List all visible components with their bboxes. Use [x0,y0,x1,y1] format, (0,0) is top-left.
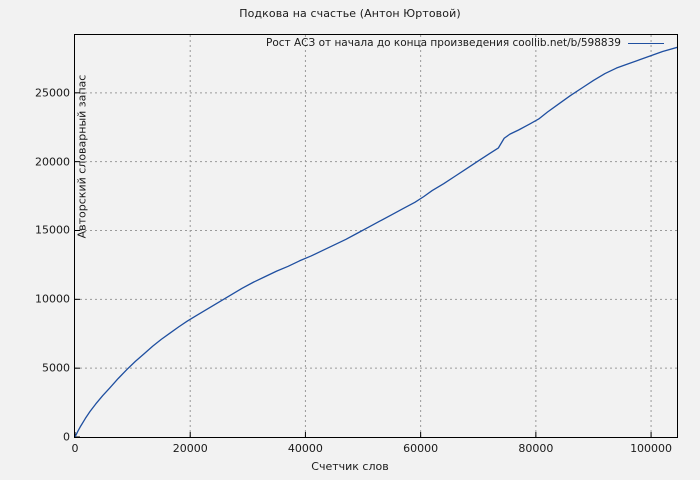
y-tick-label: 15000 [35,223,70,237]
y-tick-label: 20000 [35,155,70,169]
y-tick-label: 0 [63,430,70,444]
data-series-line [75,46,677,437]
x-axis-title: Счетчик слов [311,460,389,473]
axis-ticks [75,92,652,437]
y-tick-label: 10000 [35,292,70,306]
gridlines [75,35,677,437]
legend-line-swatch [627,42,664,44]
x-tick-label: 100000 [630,442,673,455]
x-tick-label: 80000 [518,442,554,455]
legend-label: Рост АСЗ от начала до конца произведения… [266,37,621,49]
x-tick-label: 0 [71,442,79,455]
x-tick-label: 20000 [172,442,208,455]
y-tick-label: 5000 [42,361,70,375]
y-tick-label: 25000 [35,86,70,100]
chart-legend: Рост АСЗ от начала до конца произведения… [263,36,667,50]
plot-svg [75,35,677,437]
chart-title: Подкова на счастье (Антон Юртовой) [239,7,461,20]
plot-area [74,34,678,438]
y-axis-tick-labels: 0 5000 10000 15000 20000 25000 [0,0,70,480]
x-tick-label: 60000 [403,442,439,455]
x-tick-label: 40000 [287,442,323,455]
